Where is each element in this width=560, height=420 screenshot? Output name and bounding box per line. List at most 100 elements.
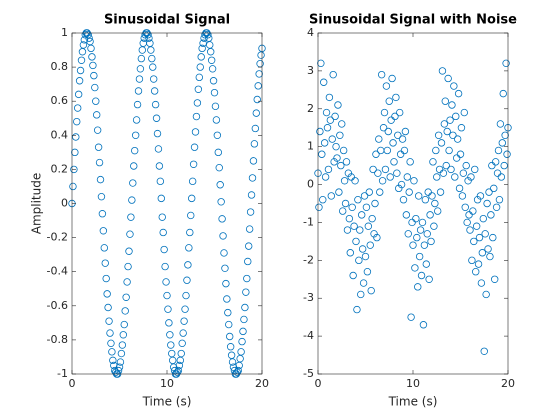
data-point (243, 274, 251, 283)
plot-area (72, 33, 262, 374)
data-point (365, 188, 373, 196)
data-point (340, 177, 349, 185)
data-point (85, 34, 93, 42)
data-point (160, 245, 168, 254)
y-tick-label: 2 (307, 102, 314, 115)
data-point (72, 133, 80, 141)
data-point (238, 337, 246, 346)
data-point (188, 177, 197, 186)
data-point (164, 305, 172, 313)
y-tick-label: 1 (61, 26, 68, 39)
data-point (476, 192, 485, 200)
data-point (387, 116, 395, 124)
data-point (120, 320, 128, 329)
data-point (389, 139, 397, 147)
data-point (396, 108, 404, 117)
data-point (109, 356, 117, 365)
data-point (192, 112, 201, 121)
data-point (91, 83, 99, 92)
data-point (250, 140, 259, 148)
data-point (102, 274, 110, 283)
y-tick-label: 0 (307, 178, 314, 191)
data-point (342, 158, 351, 166)
data-point (434, 207, 442, 215)
data-point (320, 139, 329, 147)
data-point (92, 97, 100, 105)
data-point (461, 203, 469, 211)
data-point (378, 177, 387, 185)
data-point (447, 165, 455, 174)
data-point (133, 100, 142, 109)
data-point (162, 278, 170, 286)
data-point (379, 124, 388, 132)
data-point (103, 290, 111, 298)
data-point (191, 128, 200, 136)
data-point (450, 82, 458, 90)
data-point (226, 343, 235, 351)
data-point (248, 174, 257, 182)
data-point (452, 112, 460, 121)
data-point (94, 143, 103, 151)
x-tick-label: 20 (255, 377, 269, 390)
data-point (151, 100, 160, 109)
data-point (123, 278, 131, 286)
data-point (360, 192, 369, 200)
data-point (435, 165, 444, 174)
data-point (321, 173, 330, 181)
data-point (474, 260, 483, 268)
data-point (76, 66, 85, 75)
data-point (444, 74, 452, 83)
data-point (484, 245, 492, 253)
data-point (197, 53, 205, 61)
data-point (149, 75, 158, 83)
data-point (403, 173, 411, 181)
data-point (426, 211, 434, 219)
data-point (334, 101, 342, 109)
data-point (457, 124, 466, 132)
data-point (419, 321, 428, 329)
data-point (211, 102, 220, 111)
data-point (392, 93, 400, 102)
x-axis-label: Time (s) (142, 395, 192, 409)
data-point (431, 199, 439, 208)
data-point (251, 124, 260, 133)
data-point (323, 124, 332, 132)
data-point (106, 329, 114, 337)
data-point (244, 242, 253, 250)
x-axis-label: Time (s) (388, 395, 438, 409)
data-point (134, 87, 143, 95)
data-point (496, 120, 505, 128)
data-point (80, 36, 89, 44)
data-point (412, 214, 420, 223)
data-point (222, 279, 230, 288)
data-point (353, 305, 361, 314)
data-point (362, 203, 371, 211)
data-point (87, 44, 95, 53)
data-point (182, 291, 190, 300)
data-point (157, 194, 165, 203)
y-tick-label: -3 (303, 291, 314, 304)
data-point (425, 275, 433, 283)
y-tick-label: -1 (57, 367, 68, 380)
data-point (225, 332, 234, 341)
data-point (173, 368, 182, 376)
data-point (490, 184, 498, 193)
data-point (409, 241, 417, 249)
data-point (330, 158, 338, 166)
data-point (152, 114, 161, 122)
data-point (331, 112, 339, 121)
data-point (350, 222, 358, 230)
data-point (440, 120, 449, 128)
data-point (204, 31, 212, 39)
data-point (79, 41, 88, 49)
data-point (320, 78, 328, 86)
data-point (472, 222, 481, 230)
data-point (449, 131, 457, 139)
data-point (107, 339, 115, 348)
x-tick-label: 10 (160, 377, 174, 390)
data-point (501, 131, 509, 139)
data-point (349, 271, 357, 280)
x-tick-label: 0 (315, 377, 322, 390)
data-point (131, 131, 140, 139)
